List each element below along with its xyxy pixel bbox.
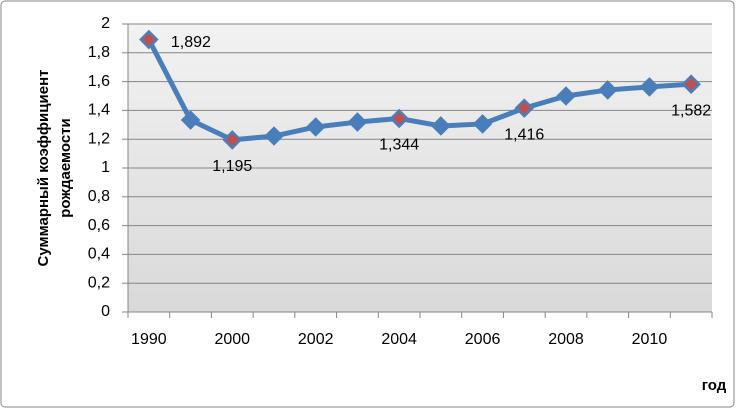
data-marker <box>347 112 368 132</box>
data-label: 1,195 <box>212 158 252 175</box>
y-axis-title: Суммарный коэффициент <box>35 70 52 267</box>
data-marker <box>431 116 451 136</box>
x-tick-label: 2002 <box>298 331 334 348</box>
data-marker <box>305 117 326 137</box>
y-tick-label: 1,8 <box>88 44 110 61</box>
data-marker <box>222 130 243 150</box>
y-tick-label: 0,8 <box>88 188 110 205</box>
x-tick-label: 2000 <box>214 331 250 348</box>
data-label: 1,892 <box>171 34 211 51</box>
data-label: 1,344 <box>379 137 419 154</box>
y-tick-label: 1,6 <box>88 73 110 90</box>
data-marker <box>180 110 201 130</box>
x-axis-title: год <box>702 377 727 394</box>
data-marker <box>556 86 576 106</box>
data-marker <box>681 74 701 94</box>
x-tick-label: 1990 <box>131 331 167 348</box>
data-marker <box>139 29 159 50</box>
y-tick-label: 0,6 <box>88 217 110 234</box>
data-marker <box>514 98 535 118</box>
data-marker <box>389 108 409 129</box>
data-marker <box>597 80 618 100</box>
x-tick-label: 2008 <box>548 331 584 348</box>
data-marker <box>264 126 284 146</box>
data-marker <box>472 114 493 134</box>
y-axis-title: рождаемости <box>57 118 74 218</box>
x-tick-label: 2004 <box>381 331 417 348</box>
x-tick-label: 2010 <box>632 331 668 348</box>
data-label: 1,582 <box>671 102 711 119</box>
y-tick-label: 0,2 <box>88 274 110 291</box>
x-tick-label: 2006 <box>465 331 501 348</box>
y-tick-label: 1,2 <box>88 130 110 147</box>
data-label: 1,416 <box>504 126 544 143</box>
y-tick-label: 0 <box>101 303 110 320</box>
y-tick-label: 2 <box>101 15 110 32</box>
data-marker <box>639 77 660 97</box>
y-tick-label: 1 <box>101 159 110 176</box>
y-tick-label: 1,4 <box>88 102 110 119</box>
y-tick-label: 0,4 <box>88 246 110 263</box>
